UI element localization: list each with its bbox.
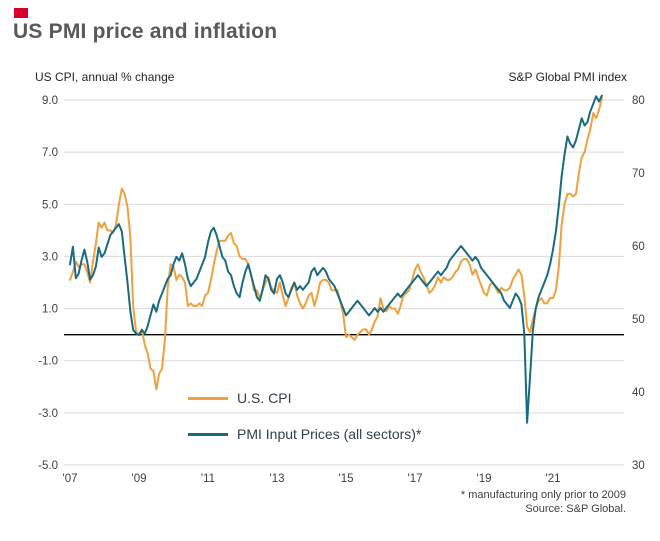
- footnote-line-1: * manufacturing only prior to 2009: [460, 489, 626, 501]
- svg-text:70: 70: [632, 168, 645, 180]
- svg-text:80: 80: [632, 95, 645, 107]
- svg-text:'19: '19: [477, 473, 492, 485]
- svg-text:30: 30: [632, 460, 645, 472]
- svg-text:'13: '13: [270, 473, 285, 485]
- svg-text:7.0: 7.0: [42, 147, 58, 159]
- us-cpi-swatch: [188, 396, 228, 400]
- svg-text:'15: '15: [339, 473, 354, 485]
- svg-text:'07: '07: [63, 473, 78, 485]
- svg-text:'17: '17: [408, 473, 423, 485]
- svg-text:-1.0: -1.0: [38, 356, 58, 368]
- svg-text:-5.0: -5.0: [38, 460, 58, 472]
- right-axis-title: S&P Global PMI index: [508, 70, 627, 84]
- svg-text:'21: '21: [546, 473, 561, 485]
- svg-text:60: 60: [632, 241, 645, 253]
- svg-text:5.0: 5.0: [42, 199, 58, 211]
- legend-item-us-cpi: U.S. CPI: [188, 390, 421, 406]
- chart-title: US PMI price and inflation: [13, 20, 278, 43]
- svg-text:1.0: 1.0: [42, 304, 58, 316]
- pmi-input-prices-label: PMI Input Prices (all sectors)*: [237, 426, 422, 442]
- svg-text:40: 40: [632, 387, 645, 399]
- svg-text:'11: '11: [201, 473, 215, 485]
- svg-text:-3.0: -3.0: [38, 408, 58, 420]
- svg-text:9.0: 9.0: [42, 95, 58, 107]
- legend-item-pmi-input-prices: PMI Input Prices (all sectors)*: [188, 426, 421, 442]
- footnote: * manufacturing only prior to 2009 Sourc…: [461, 488, 626, 516]
- legend: U.S. CPI PMI Input Prices (all sectors)*: [188, 390, 421, 462]
- svg-text:50: 50: [632, 314, 645, 326]
- svg-text:3.0: 3.0: [42, 251, 58, 263]
- pmi-input-prices-swatch: [188, 432, 228, 436]
- brand-mark: [14, 8, 28, 18]
- svg-text:'09: '09: [132, 473, 147, 485]
- left-axis-title: US CPI, annual % change: [35, 70, 175, 84]
- us-cpi-label: U.S. CPI: [237, 390, 292, 406]
- footnote-line-2: Source: S&P Global.: [525, 503, 626, 515]
